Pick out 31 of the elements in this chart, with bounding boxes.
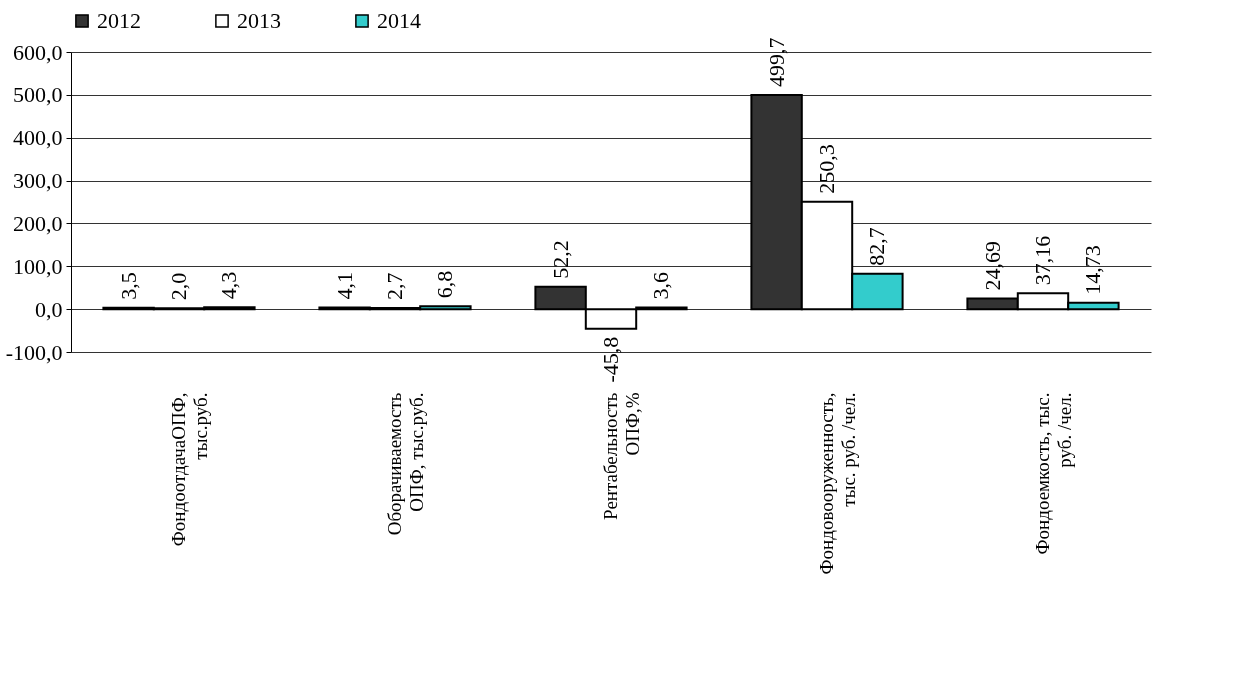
x-tick-label: Фондоемкость, тыс. руб. /чел. (1032, 392, 1075, 555)
data-label: 52,2 (547, 240, 573, 279)
y-tick-label: 400,0 (13, 125, 63, 151)
data-label: 3,6 (648, 272, 674, 300)
legend-label: 2012 (97, 8, 141, 33)
data-label: 37,16 (1030, 235, 1055, 286)
x-tick-label: Оборачиваемость ОПФ, тыс.руб. (384, 392, 427, 536)
y-tick-label: 0,0 (35, 296, 63, 322)
data-label: 250,3 (814, 144, 839, 194)
y-tick-label: 300,0 (13, 168, 63, 194)
data-label: 3,5 (115, 272, 141, 300)
y-tick-label: 100,0 (13, 253, 63, 279)
x-tick-label: ФондоотдачаОПФ, тыс.руб. (168, 392, 211, 547)
x-tick-label: Фондовооруженность, тыс. руб. /чел. (816, 392, 859, 575)
data-label: 6,8 (432, 270, 458, 299)
data-label: 4,3 (216, 271, 242, 300)
data-label: 2,7 (382, 272, 407, 300)
legend-label: 2013 (237, 8, 281, 33)
x-tick-label: Рентабельность ОПФ,% (600, 392, 643, 520)
legend-label: 2014 (377, 8, 421, 33)
data-label: 82,7 (864, 227, 890, 266)
y-tick-label: -100,0 (5, 339, 63, 365)
data-label: 14,73 (1080, 245, 1106, 295)
y-tick-label: 600,0 (13, 39, 63, 65)
data-label: 4,1 (331, 271, 357, 300)
data-label: 24,69 (979, 241, 1005, 291)
data-label: 499,7 (763, 37, 789, 87)
data-label: -45,8 (598, 336, 623, 383)
y-tick-label: 200,0 (13, 210, 63, 236)
y-tick-label: 500,0 (13, 82, 63, 108)
data-label: 2,0 (166, 272, 191, 301)
